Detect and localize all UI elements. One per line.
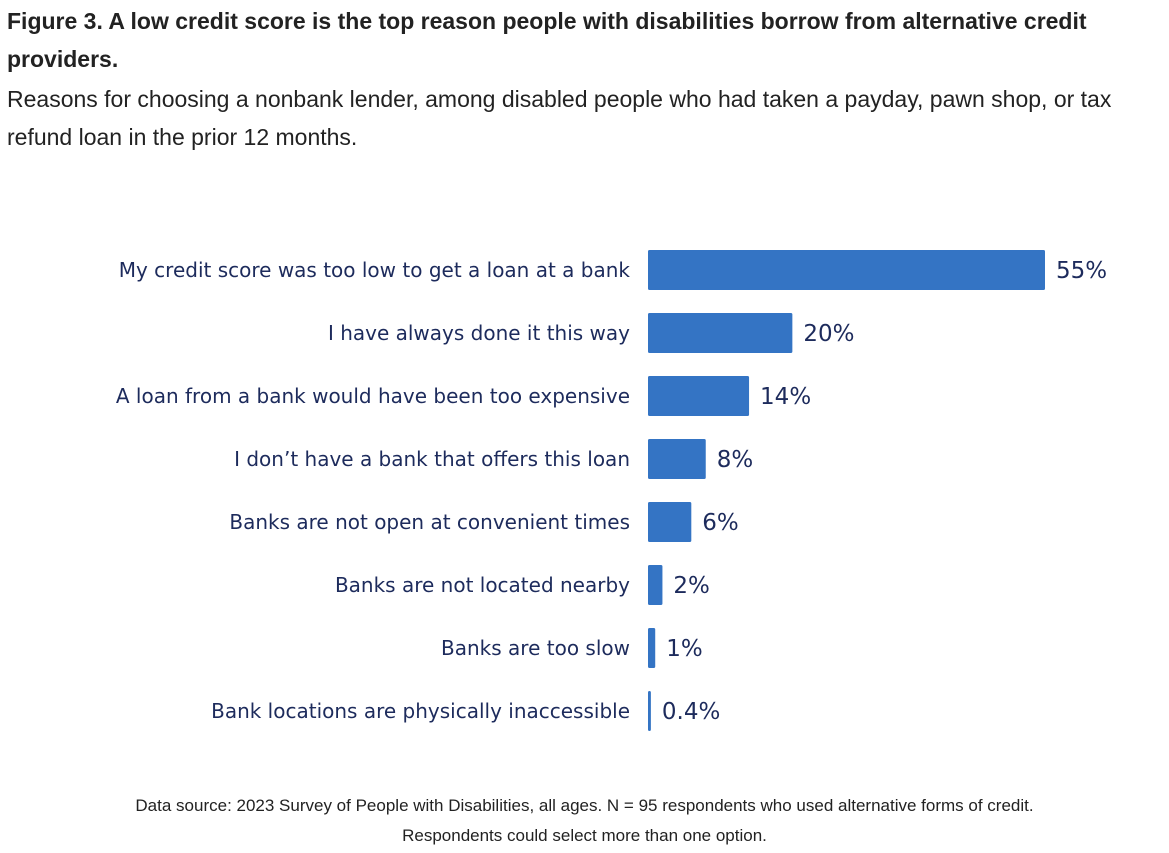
bar-chart: My credit score was too low to get a loa… bbox=[116, 250, 1107, 731]
category-label: My credit score was too low to get a loa… bbox=[119, 258, 631, 282]
bar bbox=[648, 250, 1045, 290]
value-label: 14% bbox=[760, 384, 811, 410]
category-label: A loan from a bank would have been too e… bbox=[116, 384, 630, 408]
footnote-line-2: Respondents could select more than one o… bbox=[402, 826, 767, 845]
category-label: I have always done it this way bbox=[328, 321, 630, 345]
category-label: Banks are too slow bbox=[441, 636, 630, 660]
bar bbox=[648, 313, 793, 353]
bar bbox=[648, 439, 706, 479]
bar bbox=[648, 376, 750, 416]
value-label: 8% bbox=[717, 447, 754, 473]
value-label: 6% bbox=[702, 510, 739, 536]
data-source-footnote: Data source: 2023 Survey of People with … bbox=[0, 791, 1169, 851]
footnote-line-1: Data source: 2023 Survey of People with … bbox=[135, 796, 1034, 815]
bar bbox=[648, 628, 656, 668]
category-label: I don’t have a bank that offers this loa… bbox=[234, 447, 630, 471]
category-label: Bank locations are physically inaccessib… bbox=[211, 699, 630, 723]
bar bbox=[648, 565, 663, 605]
chart-title: Figure 3. A low credit score is the top … bbox=[7, 8, 1087, 72]
value-label: 0.4% bbox=[662, 699, 720, 725]
value-label: 2% bbox=[673, 573, 710, 599]
bar bbox=[648, 691, 651, 731]
category-label: Banks are not open at convenient times bbox=[229, 510, 630, 534]
category-label: Banks are not located nearby bbox=[335, 573, 630, 597]
chart-subtitle: Reasons for choosing a nonbank lender, a… bbox=[7, 86, 1112, 150]
value-label: 20% bbox=[803, 321, 854, 347]
bar bbox=[648, 502, 692, 542]
value-label: 1% bbox=[666, 636, 703, 662]
value-label: 55% bbox=[1056, 258, 1107, 284]
